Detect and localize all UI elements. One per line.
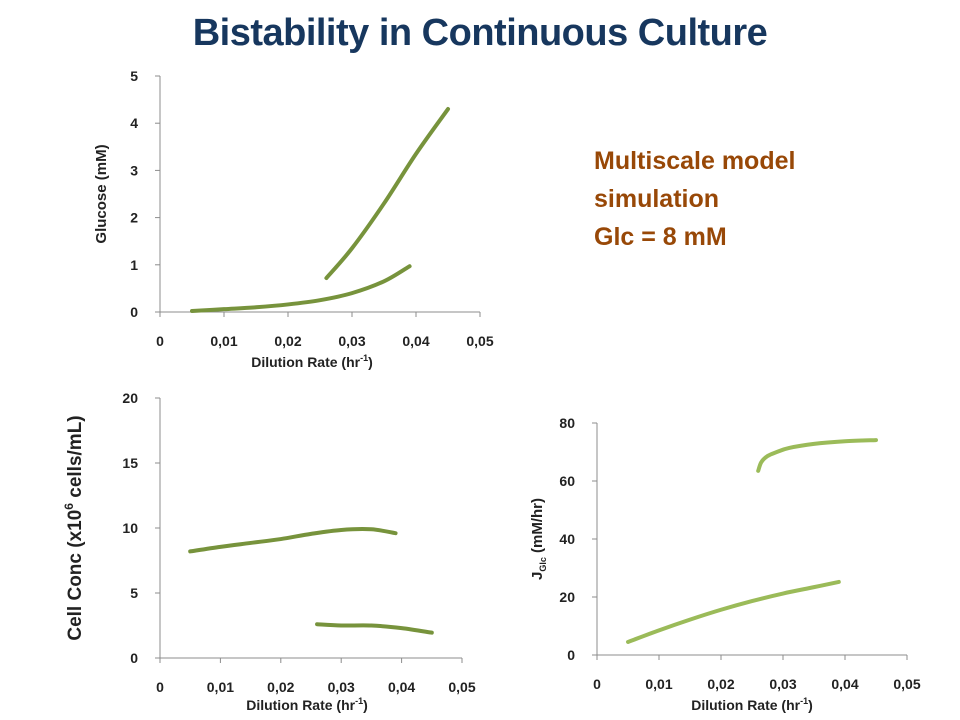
note-line-2: simulation [594, 185, 720, 213]
y-tick-label: 0 [130, 304, 138, 320]
x-tick-label: 0 [156, 679, 164, 695]
x-tick-label: 0 [156, 333, 164, 349]
series-line-2 [756, 438, 878, 473]
series-line-1 [190, 264, 412, 314]
x-tick-label: 0,05 [893, 676, 920, 692]
y-tick-label: 0 [567, 647, 575, 663]
series-line-1 [188, 527, 398, 554]
x-tick-label: 0,03 [328, 679, 355, 695]
x-tick-label: 0,04 [831, 676, 858, 692]
x-axis-label: Dilution Rate (hr-1) [251, 353, 373, 370]
y-tick-label: 4 [130, 115, 138, 131]
note-line-1: Multiscale model [594, 147, 796, 175]
x-tick-label: 0,02 [267, 679, 294, 695]
slide-title: Bistability in Continuous Culture [192, 12, 768, 54]
x-axis-label: Dilution Rate (hr-1) [691, 696, 813, 713]
y-tick-label: 20 [559, 589, 575, 605]
note-line-3: Glc = 8 mM [594, 223, 727, 251]
x-tick-label: 0,04 [388, 679, 415, 695]
y-tick-label: 2 [130, 210, 138, 226]
x-tick-label: 0,03 [338, 333, 365, 349]
y-tick-label: 60 [559, 473, 575, 489]
x-tick-label: 0,02 [274, 333, 301, 349]
y-axis-label: JGlc (mM/hr) [529, 498, 548, 580]
x-tick-label: 0,04 [402, 333, 429, 349]
y-tick-label: 10 [122, 520, 138, 536]
x-tick-label: 0 [593, 676, 601, 692]
y-tick-label: 0 [130, 650, 138, 666]
model-note: Multiscale model simulation Glc = 8 mM [594, 142, 795, 256]
y-tick-label: 20 [122, 390, 138, 406]
x-tick-label: 0,01 [645, 676, 672, 692]
x-tick-label: 0,01 [207, 679, 234, 695]
y-tick-label: 15 [122, 455, 138, 471]
jglc-chart: 0 20 40 60 80 0 0,01 0,02 0,03 0,04 0,05 Dilution R… [529, 415, 921, 713]
x-tick-label: 0,01 [210, 333, 237, 349]
series-line-2 [315, 622, 434, 635]
y-tick-label: 1 [130, 257, 138, 273]
y-tick-label: 80 [559, 415, 575, 431]
y-axis-label: Glucose (mM) [93, 144, 110, 243]
cell-conc-chart: 0 5 10 15 20 0 0,01 0,02 0,03 0,04 0,05 Dilution Ra… [62, 390, 476, 713]
y-axis-label: Cell Conc (x106 cells/mL) [62, 415, 86, 640]
y-tick-label: 40 [559, 531, 575, 547]
x-axis-label: Dilution Rate (hr-1) [246, 696, 368, 713]
glucose-chart: 0 1 2 3 4 5 0 0,01 0,02 0,03 0,04 0,05 Dilution Rate… [93, 68, 494, 370]
y-tick-label: 5 [130, 585, 138, 601]
x-tick-label: 0,05 [448, 679, 475, 695]
series-line-1 [626, 579, 841, 644]
series-line-2 [324, 107, 450, 281]
y-tick-label: 5 [130, 68, 138, 84]
x-tick-label: 0,03 [769, 676, 796, 692]
x-tick-label: 0,02 [707, 676, 734, 692]
y-tick-label: 3 [130, 162, 138, 178]
x-tick-label: 0,05 [466, 333, 493, 349]
